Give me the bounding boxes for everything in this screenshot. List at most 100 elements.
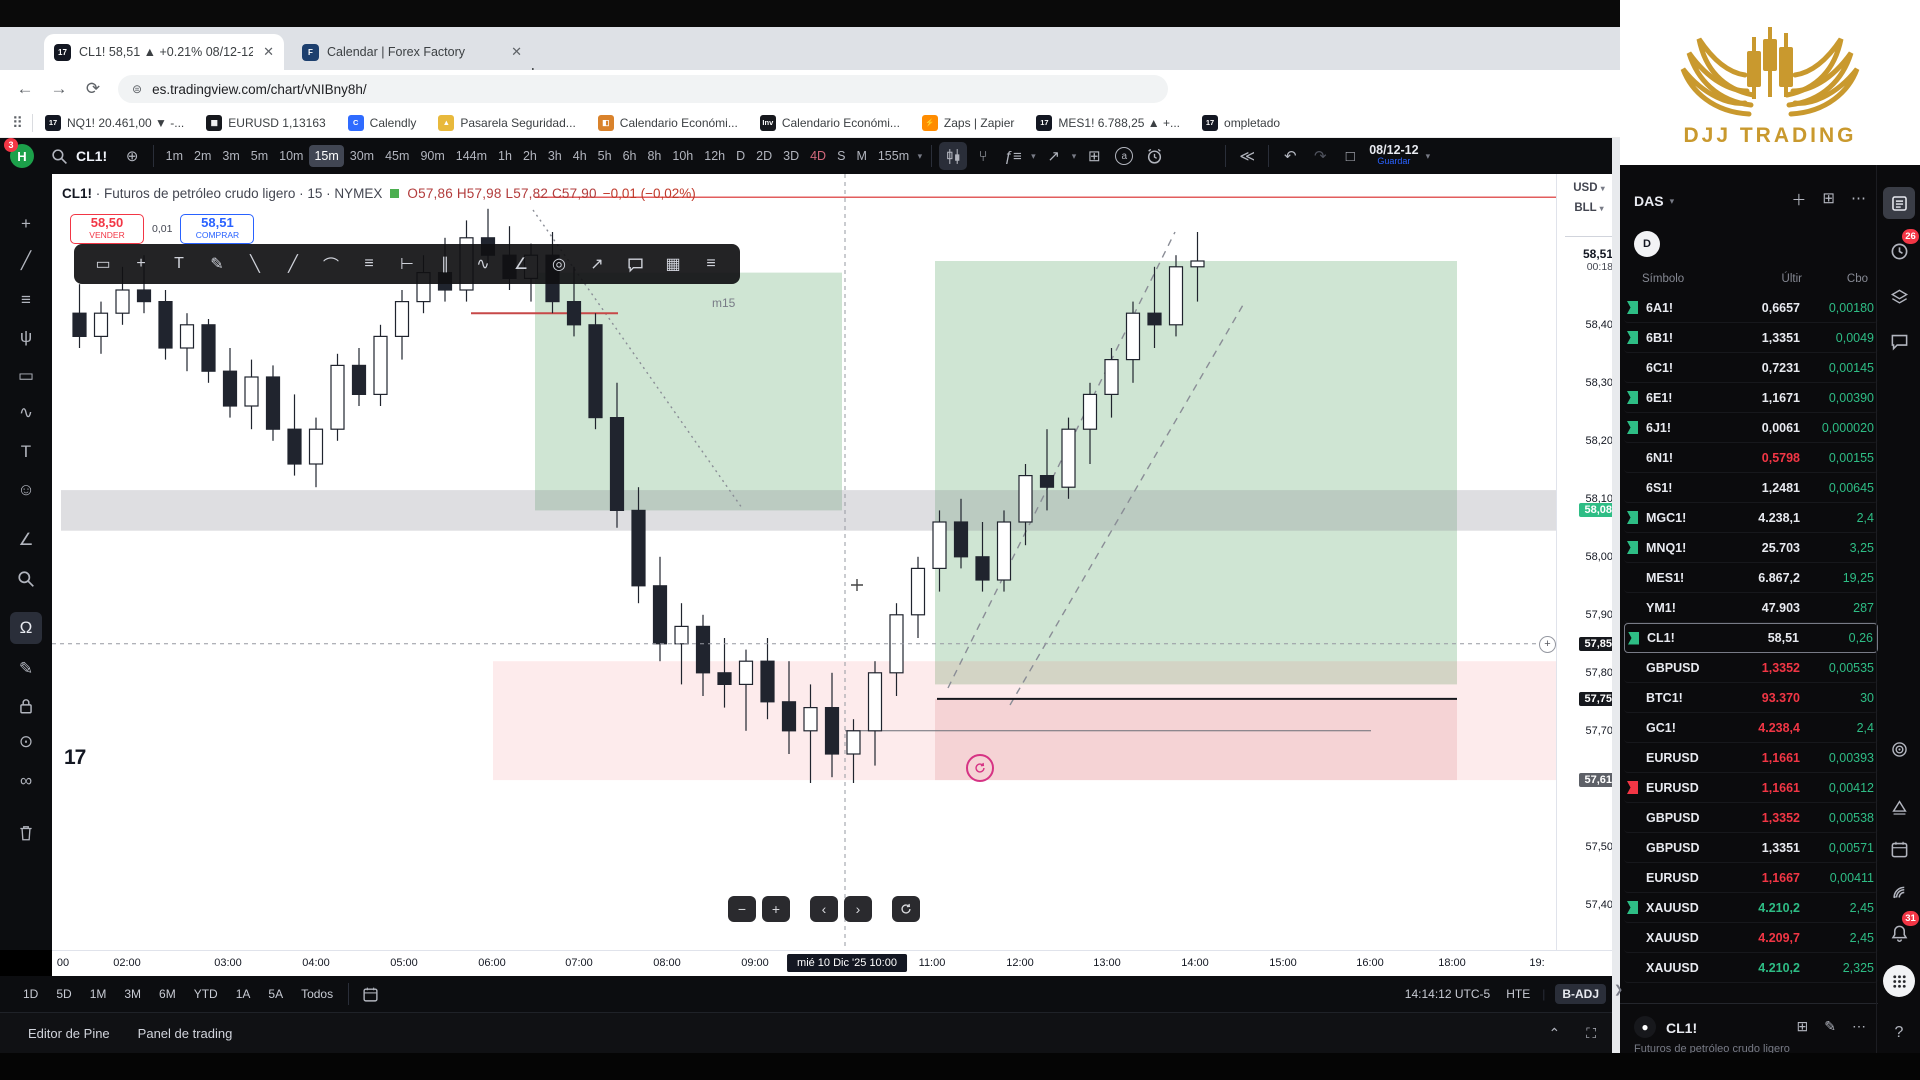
pine-editor-tab[interactable]: Editor de Pine: [28, 1026, 110, 1041]
interval-4D[interactable]: 4D: [810, 149, 827, 163]
detail-edit-icon[interactable]: ✎: [1824, 1018, 1836, 1034]
range-3m[interactable]: 3M: [124, 987, 142, 1001]
symbol-search-icon[interactable]: [45, 142, 73, 170]
indicators-chevron-icon[interactable]: ▾: [1031, 150, 1036, 161]
comment-icon[interactable]: [616, 249, 654, 279]
curve-icon[interactable]: ⌒: [322, 258, 339, 275]
watchlist-row-cl1![interactable]: CL1! 58,51 0,26: [1624, 623, 1878, 653]
rectangle-icon[interactable]: ▭: [95, 256, 111, 273]
scroll-right-button[interactable]: ›: [844, 896, 872, 922]
trash-icon[interactable]: [10, 817, 42, 849]
interval-2h[interactable]: 2h: [522, 149, 537, 163]
watchlist-row-xauusd[interactable]: XAUUSD 4.210,2 2,325: [1624, 953, 1878, 983]
chart-style-candles-icon[interactable]: [939, 142, 968, 170]
grid-icon[interactable]: ▦: [665, 256, 681, 273]
user-avatar[interactable]: H 3: [4, 138, 34, 168]
detail-grid-icon[interactable]: ⊞: [1796, 1018, 1809, 1034]
interval-3h[interactable]: 3h: [547, 149, 562, 163]
screenshot-icon[interactable]: □: [1345, 147, 1355, 165]
interval-10h[interactable]: 10h: [672, 149, 694, 163]
add-order-icon[interactable]: +: [1539, 635, 1556, 653]
wave-icon[interactable]: ∿: [18, 403, 34, 422]
hbars-icon[interactable]: ≡: [364, 255, 374, 272]
interval-8h[interactable]: 8h: [647, 149, 662, 163]
magnet-icon[interactable]: Ω: [10, 612, 42, 644]
watchlist-row-6a1![interactable]: 6A1! 0,6657 0,00180: [1624, 293, 1878, 323]
interval-155m[interactable]: 155m: [877, 149, 910, 163]
candlestick-chart[interactable]: [52, 174, 1556, 950]
layout-grid-icon[interactable]: ⊞: [1087, 148, 1101, 165]
replay-sync-icon[interactable]: [966, 754, 994, 782]
templates-chevron-icon[interactable]: ▾: [1071, 150, 1077, 161]
watchlist-row-6b1![interactable]: 6B1! 1,3351 0,0049: [1624, 323, 1878, 353]
interval-30m[interactable]: 30m: [349, 149, 375, 163]
edit-icon[interactable]: ✎: [18, 659, 34, 678]
legend-symbol[interactable]: CL1!: [62, 186, 92, 201]
zoom-out-button[interactable]: −: [728, 896, 756, 922]
session-label[interactable]: HTE: [1506, 987, 1531, 1001]
goto-date-icon[interactable]: [356, 980, 384, 1008]
detail-more-icon[interactable]: ⋯: [1852, 1018, 1866, 1034]
chart-canvas[interactable]: CL1! · Futuros de petróleo crudo ligero …: [52, 174, 1556, 950]
bookmark-item[interactable]: Inv Calendario Económi...: [759, 114, 900, 131]
pitchfork-icon[interactable]: ψ: [19, 327, 33, 346]
price-axis[interactable]: USD ▾ BLL ▾ 58,51 00:18 58,40 58,30 58,20 5…: [1539, 174, 1621, 950]
circle-icon[interactable]: ◎: [552, 256, 566, 273]
interval-45m[interactable]: 45m: [385, 149, 410, 163]
intervals-chevron-icon[interactable]: ▾: [917, 150, 923, 161]
watchlist-row-eurusd[interactable]: EURUSD 1,1661 0,00412: [1624, 773, 1878, 803]
cross-icon[interactable]: +: [136, 255, 146, 272]
collapse-panel-icon[interactable]: ⌃: [1548, 1025, 1561, 1041]
zoom-in-button[interactable]: +: [762, 896, 790, 922]
range-5a[interactable]: 5A: [268, 987, 284, 1001]
site-settings-icon[interactable]: ⊜: [132, 82, 143, 96]
bookmark-item[interactable]: 17 NQ1! 20.461,00 ▼ -...: [45, 114, 184, 131]
add-symbol-icon[interactable]: ＋: [1791, 192, 1807, 209]
layout-name-button[interactable]: 08/12-12 Guardar: [1369, 144, 1418, 167]
watchlist-row-mnq1![interactable]: MNQ1! 25.703 3,25: [1624, 533, 1878, 563]
interval-90m[interactable]: 90m: [420, 149, 445, 163]
fib-icon[interactable]: ≡: [21, 290, 31, 309]
watchlist-row-mgc1![interactable]: MGC1! 4.238,1 2,4: [1624, 503, 1878, 533]
target-icon[interactable]: [1883, 733, 1915, 765]
adjustment-toggle[interactable]: B-ADJ: [1555, 984, 1606, 1004]
templates-icon[interactable]: ↗: [1047, 148, 1060, 165]
watchlist-row-xauusd[interactable]: XAUUSD 4.209,7 2,45: [1624, 923, 1878, 953]
alerts-clock-icon[interactable]: 26: [1883, 229, 1919, 267]
interval-15m[interactable]: 15m: [309, 145, 344, 167]
range-6m[interactable]: 6M: [159, 987, 176, 1001]
watchlist-row-btc1![interactable]: BTC1! 93.370 30: [1624, 683, 1878, 713]
interval-3D[interactable]: 3D: [783, 149, 800, 163]
browser-tab[interactable]: F Calendar | Forex Factory ✕: [292, 34, 532, 70]
scroll-left-button[interactable]: ‹: [810, 896, 838, 922]
interval-1m[interactable]: 1m: [165, 149, 183, 163]
range-1d[interactable]: 1D: [23, 987, 39, 1001]
watchlist-row-gbpusd[interactable]: GBPUSD 1,3352 0,00535: [1624, 653, 1878, 683]
interval-4h[interactable]: 4h: [572, 149, 587, 163]
watchlist-row-6n1![interactable]: 6N1! 0,5798 0,00155: [1624, 443, 1878, 473]
bookmark-item[interactable]: ▲ Pasarela Seguridad...: [438, 114, 576, 131]
pencil-icon[interactable]: ✎: [210, 256, 224, 273]
browser-tab[interactable]: 17 CL1! 58,51 ▲ +0.21% 08/12-12 ✕: [44, 34, 284, 70]
help-icon[interactable]: ?: [1894, 1024, 1904, 1041]
sell-button[interactable]: 58,50 VENDER: [70, 214, 144, 244]
watchlist-avatar[interactable]: D: [1634, 231, 1660, 257]
watchlist-row-6s1![interactable]: 6S1! 1,2481 0,00645: [1624, 473, 1878, 503]
watchlist-row-gbpusd[interactable]: GBPUSD 1,3351 0,00571: [1624, 833, 1878, 863]
symbol-search-field[interactable]: CL1!: [76, 148, 108, 164]
interval-10m[interactable]: 10m: [279, 149, 304, 163]
alert-icon[interactable]: a: [1110, 142, 1138, 170]
parallel-icon[interactable]: ∥: [441, 256, 449, 273]
emoji-icon[interactable]: ☺: [17, 480, 35, 499]
range-1m[interactable]: 1M: [89, 987, 107, 1001]
detail-symbol[interactable]: CL1!: [1666, 1020, 1698, 1036]
interval-5m[interactable]: 5m: [250, 149, 269, 163]
bookmark-item[interactable]: 17 ompletado: [1202, 114, 1280, 131]
interval-2D[interactable]: 2D: [756, 149, 773, 163]
list-icon[interactable]: ≡: [706, 255, 716, 272]
unit-toggle[interactable]: BLL ▾: [1574, 202, 1604, 214]
undo-icon[interactable]: ↶: [1283, 148, 1297, 165]
interval-6h[interactable]: 6h: [622, 149, 637, 163]
compare-add-icon[interactable]: ⊕: [125, 148, 139, 165]
grid-view-icon[interactable]: ⊞: [1822, 190, 1835, 207]
